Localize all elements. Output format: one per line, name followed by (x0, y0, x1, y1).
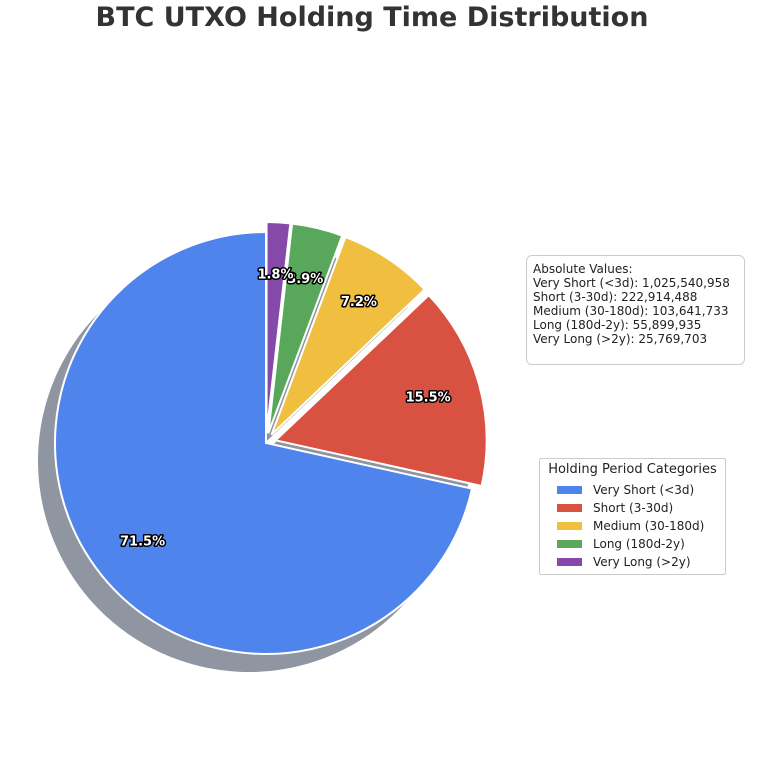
legend-swatch (557, 522, 582, 530)
pie-slice (265, 221, 292, 434)
annotation-line: Very Short (<3d): 1,025,540,958 (533, 276, 730, 290)
legend-label: Very Long (>2y) (593, 555, 691, 569)
legend-swatch (557, 504, 582, 512)
pie-slice (54, 230, 474, 655)
legend-item: Medium (30-180d) (557, 518, 704, 534)
annotation-line: Long (180d-2y): 55,899,935 (533, 318, 702, 332)
annotation-line: Short (3-30d): 222,914,488 (533, 290, 698, 304)
annotation-line: Absolute Values: (533, 262, 633, 276)
legend-swatch (557, 558, 582, 566)
annotation-line: Medium (30-180d): 103,641,733 (533, 304, 729, 318)
pie-percent-label: 1.8% (257, 268, 293, 283)
legend-label: Long (180d-2y) (593, 537, 685, 551)
pie-slice (273, 293, 488, 488)
pie-slice (270, 235, 427, 436)
pie-slice-layer (54, 221, 488, 655)
pie-percent-label: 7.2% (341, 295, 377, 310)
legend-item: Long (180d-2y) (557, 536, 685, 552)
pie-percent-label: 71.5% (120, 535, 165, 550)
absolute-values-annotation: Absolute Values: Very Short (<3d): 1,025… (526, 255, 745, 365)
legend-label: Very Short (<3d) (593, 483, 695, 497)
legend-swatch (557, 486, 582, 494)
legend-swatch (557, 540, 582, 548)
legend-label: Medium (30-180d) (593, 519, 705, 533)
legend: Holding Period Categories Very Short (<3… (539, 458, 726, 575)
legend-item: Short (3-30d) (557, 500, 673, 516)
pie-percent-label: 3.9% (287, 272, 323, 287)
legend-item: Very Short (<3d) (557, 482, 694, 498)
legend-label: Short (3-30d) (593, 501, 674, 515)
legend-title: Holding Period Categories (548, 462, 717, 477)
pie-percent-label: 15.5% (406, 391, 451, 406)
annotation-line: Very Long (>2y): 25,769,703 (533, 332, 708, 346)
chart-title: BTC UTXO Holding Time Distribution (95, 2, 649, 33)
pie-label-layer: 71.5% 15.5% 7.2% 3.9%1.8% (119, 266, 453, 551)
legend-item: Very Long (>2y) (557, 554, 691, 570)
pie-slice (267, 222, 344, 434)
